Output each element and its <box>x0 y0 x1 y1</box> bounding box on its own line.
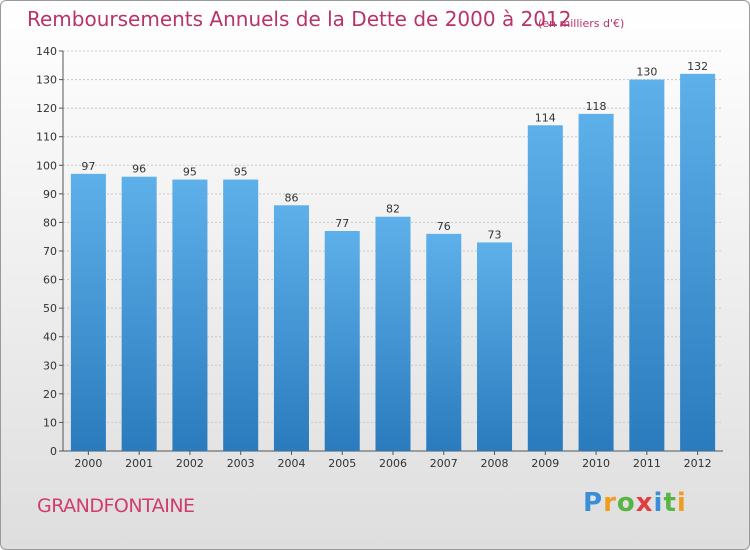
x-tick-label: 2003 <box>227 457 255 470</box>
x-tick-label: 2002 <box>176 457 204 470</box>
y-tick-label: 20 <box>43 388 57 401</box>
bar-value-label: 114 <box>535 111 556 124</box>
logo-letter: x <box>635 488 654 518</box>
bar <box>680 73 716 451</box>
y-axis-ticks: 0 10 20 30 40 50 60 70 80 90 100 110 120 130 140 <box>36 45 63 458</box>
x-tick-label: 2004 <box>277 457 305 470</box>
logo-letter: t <box>663 488 677 518</box>
y-tick-label: 120 <box>36 102 57 115</box>
bar-value-label: 132 <box>687 60 708 73</box>
logo-letter: i <box>676 488 687 518</box>
bar-value-label: 76 <box>437 220 451 233</box>
x-tick-label: 2005 <box>328 457 356 470</box>
bar-value-label: 118 <box>586 100 607 113</box>
y-tick-label: 40 <box>43 331 57 344</box>
y-tick-label: 140 <box>36 45 57 58</box>
bar <box>324 231 360 451</box>
bar <box>527 125 563 452</box>
bar <box>70 173 106 451</box>
logo-letter: i <box>653 488 664 518</box>
commune-name: GRANDFONTAINE <box>37 495 195 517</box>
bar-value-label: 95 <box>183 166 197 179</box>
bar <box>273 205 309 451</box>
y-tick-label: 80 <box>43 216 57 229</box>
bar-value-label: 86 <box>284 191 298 204</box>
bar-value-label: 95 <box>234 166 248 179</box>
x-tick-label: 2001 <box>125 457 153 470</box>
bar <box>477 242 513 451</box>
bar <box>578 113 614 451</box>
bar-value-label: 130 <box>636 66 657 79</box>
x-tick-label: 2012 <box>684 457 712 470</box>
bar-value-label: 97 <box>81 160 95 173</box>
bar <box>629 79 665 452</box>
x-tick-label: 2007 <box>430 457 458 470</box>
y-tick-label: 70 <box>43 245 57 258</box>
x-tick-label: 2009 <box>531 457 559 470</box>
y-tick-label: 110 <box>36 131 57 144</box>
bar-value-label: 77 <box>335 217 349 230</box>
y-tick-label: 50 <box>43 302 57 315</box>
bar <box>375 216 411 451</box>
bar-value-label: 96 <box>132 163 146 176</box>
chart-title: Remboursements Annuels de la Dette de 20… <box>27 7 572 31</box>
x-tick-label: 2000 <box>74 457 102 470</box>
bar <box>121 176 157 451</box>
x-tick-label: 2006 <box>379 457 407 470</box>
x-axis-ticks: 2000 2001 2002 2003 2004 2005 2006 2007 2008 2009… <box>74 451 712 470</box>
y-tick-label: 130 <box>36 74 57 87</box>
bars <box>70 73 716 452</box>
proxiti-logo: Proxiti <box>583 488 687 518</box>
y-tick-label: 10 <box>43 416 57 429</box>
bar <box>426 233 462 451</box>
chart-unit-note: (en milliers d'€) <box>538 17 625 30</box>
logo-letter: P <box>583 488 604 518</box>
x-tick-label: 2010 <box>582 457 610 470</box>
y-tick-label: 0 <box>50 445 57 458</box>
bar <box>172 179 208 452</box>
x-tick-label: 2008 <box>481 457 509 470</box>
bar-value-label: 82 <box>386 203 400 216</box>
x-tick-label: 2011 <box>633 457 661 470</box>
data-labels: 97 96 95 95 86 77 82 76 73 114 118 130 132 <box>81 60 708 242</box>
y-tick-label: 100 <box>36 159 57 172</box>
bar-value-label: 73 <box>488 228 502 241</box>
bar <box>223 179 259 452</box>
logo-letter: r <box>603 488 617 518</box>
y-tick-label: 60 <box>43 274 57 287</box>
logo-letter: o <box>616 488 636 518</box>
y-tick-label: 90 <box>43 188 57 201</box>
y-tick-label: 30 <box>43 359 57 372</box>
